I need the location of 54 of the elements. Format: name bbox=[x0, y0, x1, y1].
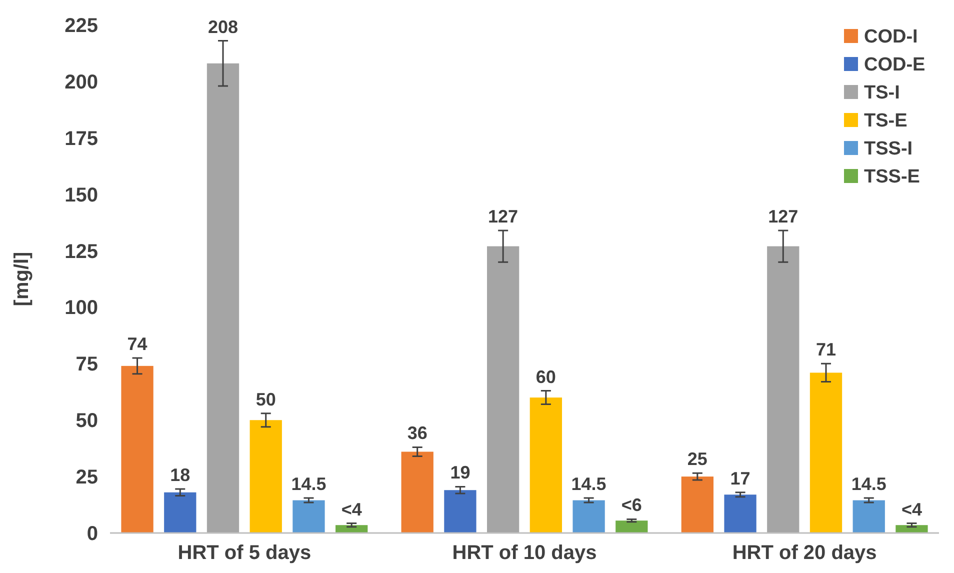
x-tick-label: HRT of 20 days bbox=[732, 542, 877, 564]
data-label: 127 bbox=[768, 206, 798, 226]
bar bbox=[724, 494, 756, 533]
y-tick-label: 25 bbox=[76, 466, 98, 489]
y-tick-label: 150 bbox=[64, 184, 98, 206]
data-label: 208 bbox=[208, 16, 238, 37]
bar bbox=[852, 500, 885, 533]
legend-label: COD-E bbox=[864, 54, 926, 76]
x-tick-label: HRT of 5 days bbox=[178, 542, 312, 564]
data-label: 14.5 bbox=[291, 474, 326, 494]
data-label: 14.5 bbox=[571, 474, 606, 494]
data-label: 50 bbox=[256, 389, 276, 410]
bar bbox=[572, 500, 605, 533]
legend-label: COD-I bbox=[864, 26, 918, 48]
data-label: 19 bbox=[450, 462, 470, 483]
data-label: <6 bbox=[621, 495, 642, 516]
data-label: 60 bbox=[536, 366, 556, 387]
y-tick-label: 50 bbox=[76, 410, 98, 432]
x-tick-label: HRT of 10 days bbox=[452, 542, 597, 564]
data-label: 36 bbox=[407, 423, 428, 444]
data-label: 18 bbox=[170, 464, 190, 485]
bar bbox=[250, 420, 282, 533]
data-label: 74 bbox=[127, 334, 148, 354]
data-label: 127 bbox=[488, 206, 518, 226]
legend-label: TS-I bbox=[864, 82, 900, 104]
bar bbox=[444, 490, 476, 533]
bar bbox=[292, 500, 325, 533]
y-tick-label: 100 bbox=[64, 297, 98, 320]
bar bbox=[530, 398, 562, 533]
bar bbox=[681, 476, 714, 533]
y-axis-title: [mg/l] bbox=[11, 252, 33, 306]
bar bbox=[164, 492, 196, 533]
bar bbox=[616, 520, 648, 533]
data-label: 71 bbox=[816, 340, 836, 360]
y-tick-label: 125 bbox=[64, 240, 98, 263]
bar bbox=[486, 246, 520, 533]
y-tick-label: 175 bbox=[64, 128, 98, 150]
data-label: 25 bbox=[687, 449, 708, 470]
data-label: <4 bbox=[341, 499, 362, 520]
bar bbox=[767, 246, 800, 533]
legend-label: TSS-E bbox=[864, 166, 920, 188]
y-tick-label: 225 bbox=[64, 15, 98, 37]
data-label: 17 bbox=[730, 468, 750, 488]
data-label: <4 bbox=[901, 499, 922, 520]
bar bbox=[121, 366, 154, 533]
y-tick-label: 200 bbox=[64, 71, 98, 94]
y-tick-label: 0 bbox=[86, 523, 98, 545]
bar bbox=[401, 452, 434, 533]
y-tick-label: 75 bbox=[76, 354, 98, 376]
bar bbox=[810, 372, 842, 533]
legend-label: TS-E bbox=[864, 110, 908, 132]
data-label: 14.5 bbox=[851, 474, 886, 494]
bar bbox=[206, 63, 240, 533]
legend-label: TSS-I bbox=[864, 138, 913, 160]
